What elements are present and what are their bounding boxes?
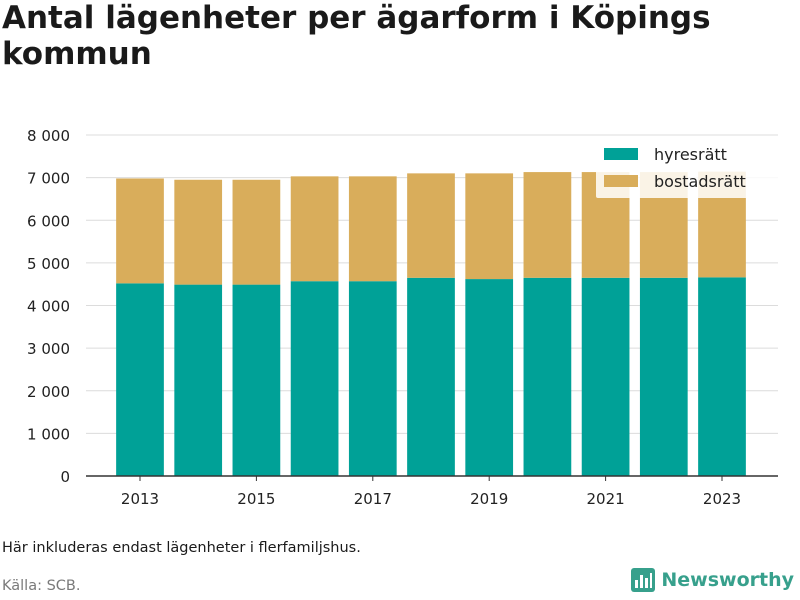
bar-chart-logo-icon <box>631 568 656 592</box>
legend-box <box>596 140 778 198</box>
bar-bostadsratt-2020 <box>523 172 572 278</box>
x-tick-label: 2021 <box>587 490 625 508</box>
bar-hyresratt-2015 <box>232 284 281 476</box>
bar-hyresratt-2019 <box>465 279 514 476</box>
bar-hyresratt-2013 <box>116 283 164 476</box>
source-text: Källa: SCB. <box>2 578 81 594</box>
brand-name: Newsworthy <box>661 569 794 591</box>
y-tick-label: 6 000 <box>27 212 70 230</box>
legend-label: bostadsrätt <box>654 172 746 191</box>
x-tick-label: 2019 <box>470 490 508 508</box>
y-tick-label: 8 000 <box>27 127 70 145</box>
y-tick-label: 5 000 <box>27 255 70 273</box>
y-tick-label: 4 000 <box>27 298 70 316</box>
newsworthy-logo[interactable]: Newsworthy <box>631 568 794 592</box>
bar-bostadsratt-2018 <box>407 173 455 278</box>
bar-bostadsratt-2019 <box>465 173 514 280</box>
bar-hyresratt-2014 <box>174 284 223 476</box>
bar-hyresratt-2016 <box>290 281 339 476</box>
legend-swatch <box>604 148 638 160</box>
axes: 0 1 000 2 000 3 000 4 000 5 000 6 000 7 000 8 00… <box>27 127 778 508</box>
bar-hyresratt-2022 <box>639 277 688 476</box>
bar-hyresratt-2020 <box>523 277 572 476</box>
x-tick-label: 2015 <box>237 490 275 508</box>
bar-hyresratt-2021 <box>581 277 630 476</box>
bar-bostadsratt-2013 <box>116 178 164 284</box>
bar-bostadsratt-2016 <box>290 176 339 282</box>
bars <box>116 171 746 476</box>
stacked-bar-chart: 0 1 000 2 000 3 000 4 000 5 000 6 000 7 000 8 00… <box>27 127 778 508</box>
x-tick-label: 2023 <box>703 490 741 508</box>
y-tick-label: 3 000 <box>27 340 70 358</box>
bar-bostadsratt-2014 <box>174 179 223 285</box>
x-tick-label: 2017 <box>354 490 392 508</box>
y-tick-label: 1 000 <box>27 425 70 443</box>
chart-note: Här inkluderas endast lägenheter i flerf… <box>2 540 361 556</box>
legend: hyresrätt bostadsrätt <box>596 140 778 198</box>
legend-label: hyresrätt <box>654 145 727 164</box>
page-title: Antal lägenheter per ägarform i Köpings … <box>2 0 711 72</box>
bar-hyresratt-2018 <box>407 277 455 476</box>
bar-bostadsratt-2017 <box>348 176 397 282</box>
x-tick-label: 2013 <box>121 490 159 508</box>
y-tick-label: 0 <box>60 468 70 486</box>
legend-swatch <box>604 175 638 187</box>
bar-hyresratt-2023 <box>698 277 746 476</box>
bar-bostadsratt-2015 <box>232 179 281 285</box>
bar-hyresratt-2017 <box>348 281 397 476</box>
y-tick-label: 2 000 <box>27 383 70 401</box>
y-tick-label: 7 000 <box>27 170 70 188</box>
